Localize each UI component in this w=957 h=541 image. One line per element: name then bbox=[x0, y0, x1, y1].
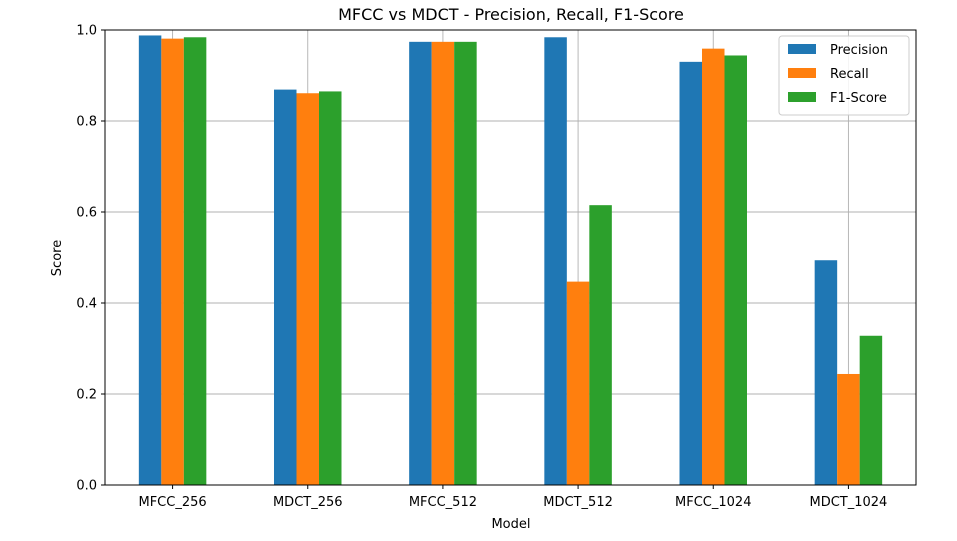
y-tick-label: 0.4 bbox=[76, 297, 97, 312]
bar-f1-score-mdct-512 bbox=[589, 205, 612, 486]
bar-precision-mdct-1024 bbox=[814, 260, 838, 485]
x-tick-label: MDCT_1024 bbox=[809, 495, 887, 510]
legend-swatch-f1-score bbox=[788, 92, 816, 102]
legend: Precision Recall F1-Score bbox=[778, 35, 910, 116]
legend-label-f1-score: F1-Score bbox=[830, 91, 887, 106]
legend-swatch-recall bbox=[788, 68, 816, 78]
bar-f1-score-mfcc-1024 bbox=[724, 55, 747, 485]
bar-recall-mfcc-1024 bbox=[702, 48, 725, 485]
y-tick-label: 1.0 bbox=[76, 24, 97, 39]
y-tick-label: 0.2 bbox=[76, 388, 97, 403]
bars-layer bbox=[138, 35, 883, 486]
x-tick-label: MFCC_512 bbox=[409, 495, 477, 510]
legend-swatch-precision bbox=[788, 44, 816, 54]
bar-recall-mdct-512 bbox=[566, 281, 590, 485]
bar-f1-score-mdct-1024 bbox=[859, 335, 883, 485]
bar-f1-score-mfcc-512 bbox=[454, 41, 477, 485]
bar-recall-mdct-1024 bbox=[837, 373, 860, 485]
bar-precision-mfcc-1024 bbox=[679, 61, 702, 485]
x-tick-label: MFCC_256 bbox=[138, 495, 206, 510]
bar-precision-mdct-512 bbox=[544, 37, 567, 485]
bar-recall-mdct-256 bbox=[296, 93, 319, 486]
y-tick-label: 0.6 bbox=[76, 206, 97, 221]
x-axis-label: Model bbox=[491, 517, 530, 532]
chart-title: MFCC vs MDCT - Precision, Recall, F1-Sco… bbox=[338, 5, 684, 24]
bar-recall-mfcc-256 bbox=[161, 38, 184, 486]
bar-precision-mfcc-256 bbox=[138, 35, 162, 486]
bar-recall-mfcc-512 bbox=[431, 41, 455, 485]
y-tick-label: 0.0 bbox=[76, 479, 97, 494]
y-tick-label: 0.8 bbox=[76, 115, 97, 130]
ticks-layer: MFCC_256 MDCT_256 MFCC_512 MDCT_512 MFCC_102… bbox=[76, 24, 887, 511]
legend-label-precision: Precision bbox=[830, 43, 888, 58]
bar-precision-mfcc-512 bbox=[409, 41, 432, 485]
bar-f1-score-mfcc-256 bbox=[183, 37, 207, 485]
bar-precision-mdct-256 bbox=[274, 89, 297, 485]
x-tick-label: MDCT_256 bbox=[273, 495, 343, 510]
x-tick-label: MDCT_512 bbox=[543, 495, 613, 510]
bar-f1-score-mdct-256 bbox=[319, 91, 342, 486]
x-tick-label: MFCC_1024 bbox=[675, 495, 751, 510]
legend-label-recall: Recall bbox=[830, 67, 869, 82]
plot-frame bbox=[104, 29, 917, 486]
y-axis-label: Score bbox=[50, 240, 65, 276]
